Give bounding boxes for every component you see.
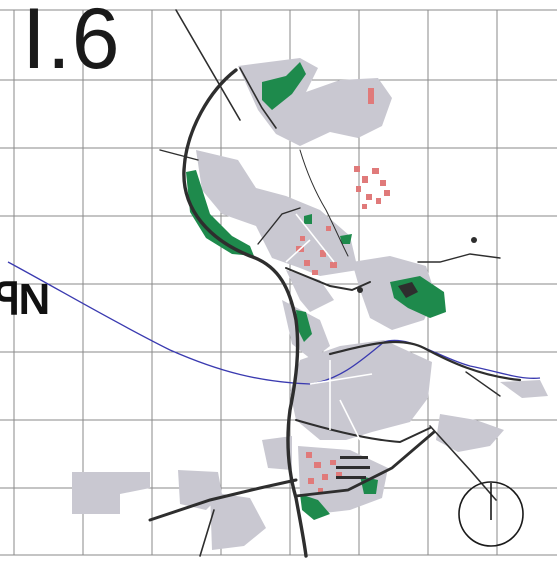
building-blocks — [296, 88, 390, 493]
sheet-number: I.6 — [22, 0, 121, 87]
urban-areas — [72, 58, 548, 550]
compass-icon — [458, 481, 524, 547]
edge-label: ꟼN — [0, 275, 50, 324]
dark-structures — [336, 237, 477, 479]
minor-streets — [285, 213, 373, 441]
road-network — [148, 9, 522, 558]
